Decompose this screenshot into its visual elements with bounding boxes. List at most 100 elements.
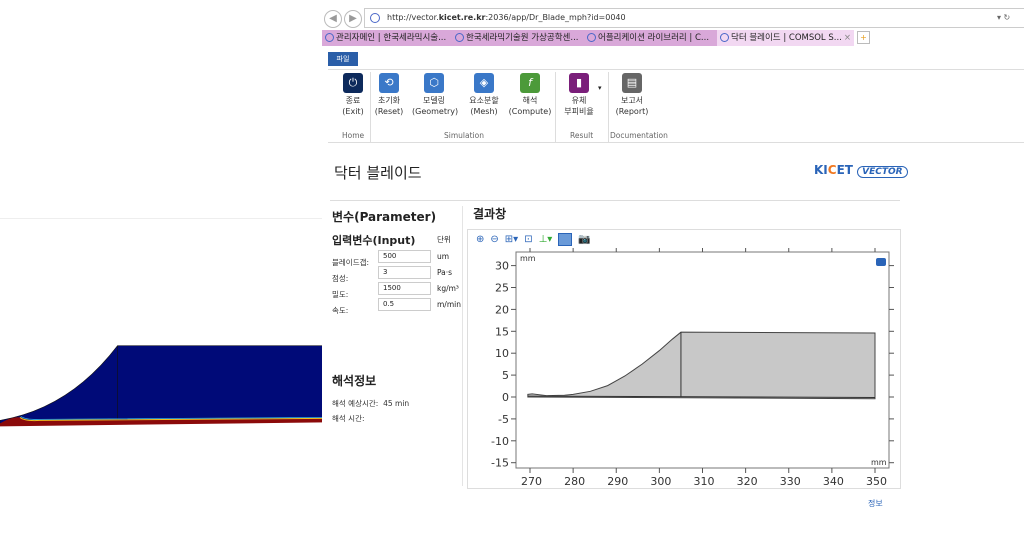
input-unit: kg/m³ (437, 284, 459, 293)
address-bar[interactable]: http://vector.kicet.re.kr:2036/app/Dr_Bl… (364, 8, 1024, 28)
legend-color-icon (876, 258, 886, 266)
back-button[interactable]: ◀ (324, 10, 342, 28)
y-tick-label: 5 (502, 369, 509, 382)
x-tick-label: 280 (564, 475, 585, 488)
refresh-icon[interactable]: ▾ ↻ (997, 13, 1011, 22)
input-row-density: 밀도: 1500 kg/m³ (332, 282, 472, 301)
divider (555, 72, 556, 142)
x-tick-label: 330 (780, 475, 801, 488)
divider (462, 206, 463, 486)
tab-icon (720, 33, 729, 42)
zoom-extents-icon[interactable]: ⊡ (524, 234, 533, 245)
button-label: 종료 (345, 96, 361, 105)
input-unit: Pa·s (437, 268, 453, 277)
kicet-vector-logo: KICET VECTOR (814, 163, 908, 178)
tab-admin[interactable]: 관리자메인 | 한국세라믹시술... (322, 30, 452, 46)
button-label: 초기화 (377, 96, 401, 105)
url-domain: kicet.re.kr (438, 13, 486, 22)
estimated-time: 해석 예상시간: 45 min (332, 398, 409, 409)
forward-button[interactable]: ▶ (344, 10, 362, 28)
y-tick-label: -10 (491, 435, 509, 448)
fluid-layer (0, 417, 324, 427)
info-link[interactable]: 정보 (868, 499, 883, 508)
mesh-icon: ◈ (474, 73, 494, 93)
browser-window: ◀ ▶ http://vector.kicet.re.kr:2036/app/D… (322, 0, 1024, 548)
dropdown-arrow-icon[interactable]: ▾ (598, 84, 602, 92)
input-label: 속도: (332, 306, 349, 315)
zoom-box-icon[interactable]: ⊞▾ (504, 234, 519, 245)
button-sublabel: (Mesh) (470, 107, 498, 116)
camera-icon[interactable]: 📷 (578, 234, 591, 245)
fluid-icon: ▮ (569, 73, 589, 93)
x-tick-label: 270 (521, 475, 542, 488)
speed-input[interactable]: 0.5 (378, 298, 431, 311)
button-label: 요소분할 (469, 96, 499, 105)
y-tick-label: 20 (495, 303, 509, 316)
reset-icon: ⟲ (379, 73, 399, 93)
tab-app-library[interactable]: 어플리케이션 라이브러리 | C... (584, 30, 717, 46)
y-tick-label: 15 (495, 325, 509, 338)
blade-gap-input[interactable]: 500 (378, 250, 431, 263)
show-grid-toggle-icon[interactable] (558, 233, 573, 246)
y-tick-label: 0 (502, 391, 509, 404)
mesh-button[interactable]: ◈ 요소분할 (Mesh) (466, 73, 502, 117)
estimated-time-label: 해석 예상시간: (332, 399, 379, 408)
input-unit: um (437, 252, 450, 261)
tab-label: 어플리케이션 라이브러리 | C... (598, 33, 710, 43)
button-sublabel: (Report) (615, 107, 649, 116)
button-sublabel: (Reset) (374, 107, 404, 116)
close-tab-icon[interactable]: × (843, 33, 851, 43)
tab-doctor-blade[interactable]: 닥터 블레이드 | COMSOL S... × (717, 30, 854, 46)
button-label: 모델링 (422, 96, 446, 105)
result-title: 결과창 (473, 207, 507, 221)
x-tick-label: 350 (866, 475, 887, 488)
geometry-plot[interactable]: 270 280 290 300 310 320 330 340 350 30 25 20 15 10 5 0 -… (468, 230, 902, 490)
tab-kicet[interactable]: 한국세라믹기술원 가상공학센... (452, 30, 584, 46)
new-tab-button[interactable]: + (857, 31, 870, 44)
interface-line (20, 416, 324, 420)
report-button[interactable]: ▤ 보고서 (Report) (614, 73, 650, 117)
url-path: :2036/app/Dr_Blade_mph?id=0040 (485, 13, 626, 22)
density-input[interactable]: 1500 (378, 282, 431, 295)
input-row-viscosity: 점성: 3 Pa·s (332, 266, 472, 285)
compute-icon: f (520, 73, 540, 93)
tab-label: 닥터 블레이드 | COMSOL S... (731, 33, 842, 43)
geometry-button[interactable]: ⬡ 모델링 (Geometry) (412, 73, 458, 117)
tab-icon (587, 33, 596, 42)
estimated-time-value: 45 min (383, 399, 410, 408)
button-sublabel: (Exit) (342, 107, 364, 116)
y-tick-label: 30 (495, 260, 509, 273)
zoom-out-icon[interactable]: ⊖ (490, 234, 499, 245)
button-sublabel: 부피비율 (564, 107, 594, 116)
reset-button[interactable]: ⟲ 초기화 (Reset) (374, 73, 404, 117)
axis-orientation-icon[interactable]: ⊥▾ (538, 234, 553, 245)
tab-label: 한국세라믹기술원 가상공학센... (466, 33, 579, 43)
page-title: 닥터 블레이드 (334, 164, 422, 182)
group-label-result: Result (570, 131, 594, 140)
zoom-in-icon[interactable]: ⊕ (476, 234, 485, 245)
exit-button[interactable]: ⏻ 종료 (Exit) (338, 73, 368, 117)
button-label: 유체 (571, 96, 587, 105)
viscosity-input[interactable]: 3 (378, 266, 431, 279)
input-label: 점성: (332, 274, 349, 283)
x-tick-label: 310 (694, 475, 715, 488)
interface-line (19, 416, 324, 422)
fluid-volume-fraction-region (0, 345, 324, 424)
input-row-blade-gap: 블레이드갭: 500 um (332, 250, 472, 269)
domain-boundary (527, 395, 876, 398)
divider (370, 72, 371, 142)
plot-toolbar: ⊕ ⊖ ⊞▾ ⊡ ⊥▾ 📷 (476, 233, 591, 246)
file-menu-button[interactable]: 파일 (328, 52, 358, 66)
divider (608, 72, 609, 142)
x-tick-label: 340 (823, 475, 844, 488)
result-plot-panel: ⊕ ⊖ ⊞▾ ⊡ ⊥▾ 📷 270 280 290 300 310 320 330 340 350 30 25… (467, 229, 901, 489)
parameter-panel: 변수(Parameter) 입력변수(Input) 단위 블레이드갭: 500 um… (332, 208, 462, 538)
analysis-info-title: 해석정보 (332, 374, 377, 388)
compute-button[interactable]: f 해석 (Compute) (508, 73, 552, 117)
ribbon-toolbar: ⏻ 종료 (Exit) ⟲ 초기화 (Reset) ⬡ 모델링 (Geometry) ◈ 요소… (328, 69, 1024, 143)
url-text: http://vector. (387, 13, 439, 22)
button-label: 해석 (522, 96, 538, 105)
y-tick-label: 25 (495, 282, 509, 295)
parameter-title: 변수(Parameter) (332, 210, 437, 224)
